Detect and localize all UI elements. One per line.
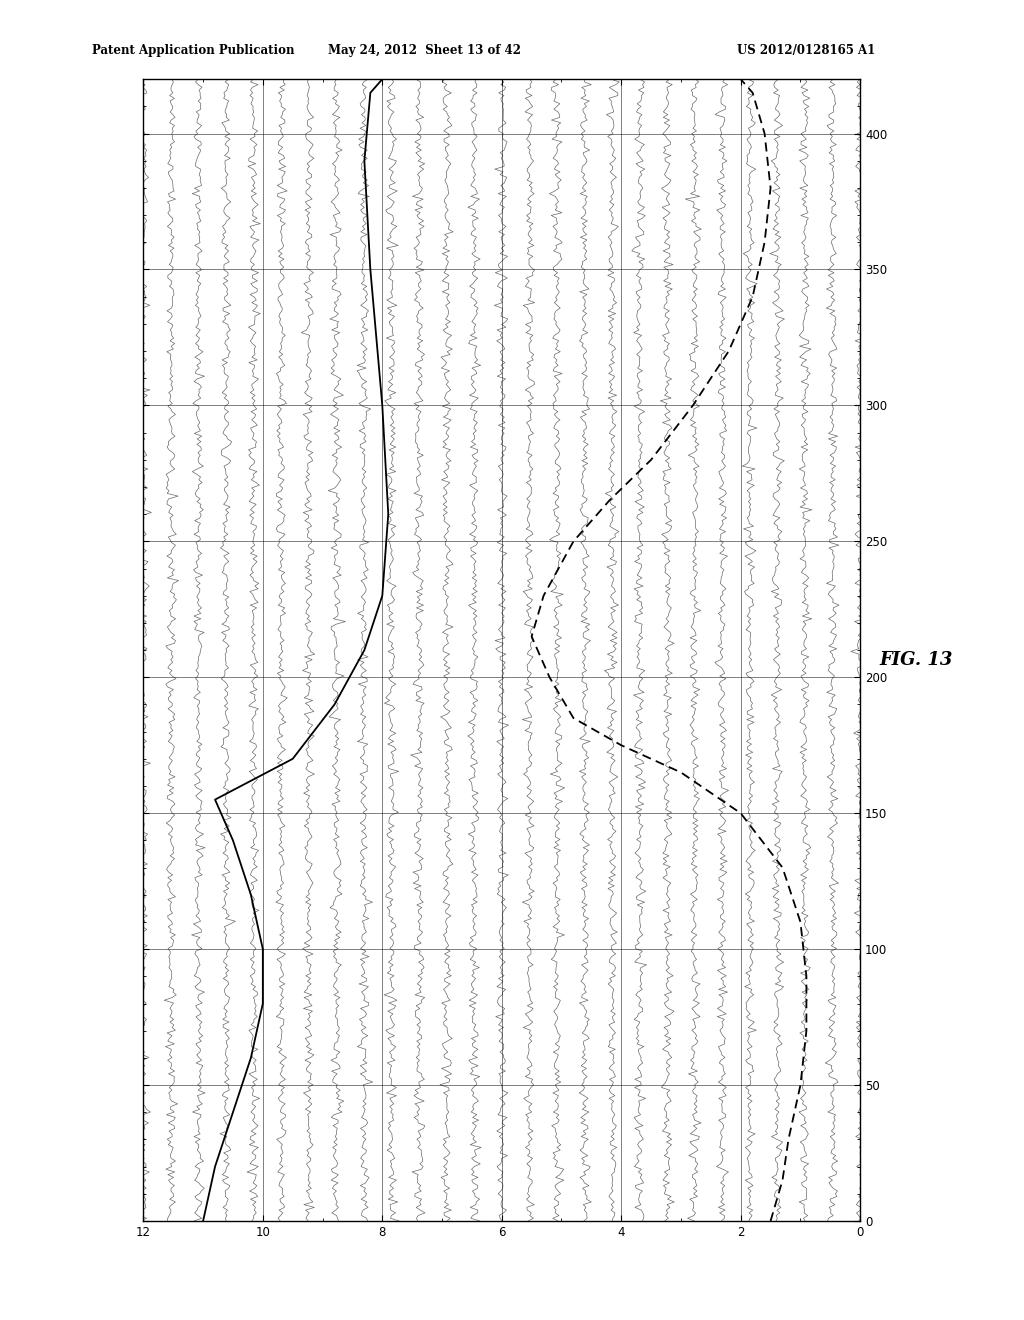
Text: Patent Application Publication: Patent Application Publication — [92, 44, 295, 57]
Text: FIG. 13: FIG. 13 — [880, 651, 953, 669]
Text: US 2012/0128165 A1: US 2012/0128165 A1 — [737, 44, 876, 57]
Text: May 24, 2012  Sheet 13 of 42: May 24, 2012 Sheet 13 of 42 — [329, 44, 521, 57]
